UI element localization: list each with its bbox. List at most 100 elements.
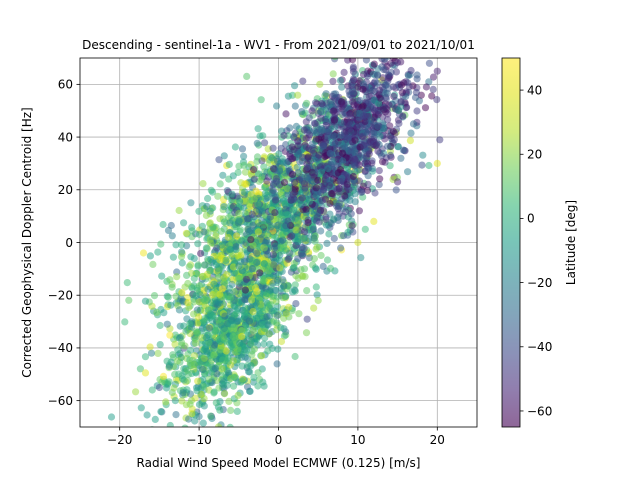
scatter-point [209,204,217,212]
scatter-point [162,398,170,406]
scatter-point [273,293,281,301]
scatter-point [257,96,265,104]
scatter-point [177,253,186,261]
scatter-point [207,255,215,264]
scatter-point [419,151,427,159]
scatter-point [256,269,264,277]
scatter-point [173,357,182,365]
scatter-point [279,294,287,302]
scatter-point [343,118,351,127]
scatter-point [308,140,316,148]
scatter-point [356,96,364,104]
scatter-point [205,324,213,332]
scatter-point [166,331,174,339]
scatter-point [291,82,299,90]
scatter-point [240,152,248,160]
scatter-point [190,298,198,306]
scatter-point [392,68,400,76]
scatter-point [343,180,351,188]
scatter-point [225,397,233,405]
scatter-point [199,272,207,280]
scatter-point [245,368,253,376]
scatter-point [139,249,148,257]
scatter-point [312,265,320,273]
scatter-point [236,339,244,347]
scatter-point [288,143,296,151]
scatter-point [209,188,217,196]
scatter-point [172,411,180,419]
scatter-point [299,272,307,280]
scatter-point [218,285,226,293]
scatter-point [273,177,281,185]
scatter-point [277,144,285,152]
scatter-point [387,68,395,76]
scatter-point [277,324,285,332]
scatter-point [230,323,238,331]
scatter-point [136,365,144,373]
scatter-point [206,267,214,275]
scatter-point [429,73,438,81]
scatter-point [291,281,299,289]
scatter-point [241,304,249,312]
scatter-point [421,104,430,112]
x-axis-ticks: −20 −10 0 10 20 [107,427,445,447]
scatter-point [330,216,338,224]
scatter-point [234,391,242,399]
scatter-point [203,202,211,210]
scatter-point [312,184,320,192]
scatter-point [322,122,330,130]
y-tick-label: 60 [58,78,73,92]
scatter-point [377,152,386,160]
scatter-point [214,298,222,307]
scatter-point [216,256,224,264]
scatter-point [312,217,320,225]
scatter-point [373,71,382,79]
scatter-point [254,382,262,390]
colorbar-tick-label: −60 [527,404,552,418]
scatter-point [348,222,356,230]
colorbar-tick-label: −40 [527,340,552,354]
scatter-point [294,91,302,99]
scatter-point [392,186,400,194]
scatter-point [290,264,298,272]
scatter-point [353,123,361,131]
scatter-point [348,81,356,90]
scatter-point [359,112,367,120]
scatter-point [191,335,200,344]
scatter-point [345,87,353,95]
scatter-point [289,288,297,296]
scatter-point [235,262,243,270]
scatter-point [273,319,281,327]
scatter-point [216,406,224,414]
scatter-point [294,238,302,246]
scatter-point [219,171,227,179]
scatter-point [254,228,262,236]
scatter-point [284,255,292,263]
scatter-point [246,200,254,208]
scatter-point [210,351,218,359]
scatter-point [311,120,319,128]
scatter-point [386,162,394,170]
scatter-point [270,166,279,174]
scatter-point [188,410,196,418]
scatter-point [221,312,229,320]
scatter-point [370,217,378,225]
scatter-points [107,58,444,427]
scatter-point [261,139,269,147]
scatter-point [291,102,299,110]
scatter-point [156,341,164,349]
scatter-point [323,256,332,264]
scatter-point [123,279,131,287]
scatter-point [229,382,238,390]
scatter-point [297,201,305,209]
scatter-point [270,261,278,269]
scatter-point [250,345,258,353]
scatter-point [328,158,336,166]
scatter-point [242,275,250,283]
scatter-point [141,369,150,377]
scatter-point [234,168,242,177]
scatter-point [194,240,202,248]
scatter-point [292,122,300,130]
scatter-point [282,310,290,318]
scatter-point [327,101,335,109]
